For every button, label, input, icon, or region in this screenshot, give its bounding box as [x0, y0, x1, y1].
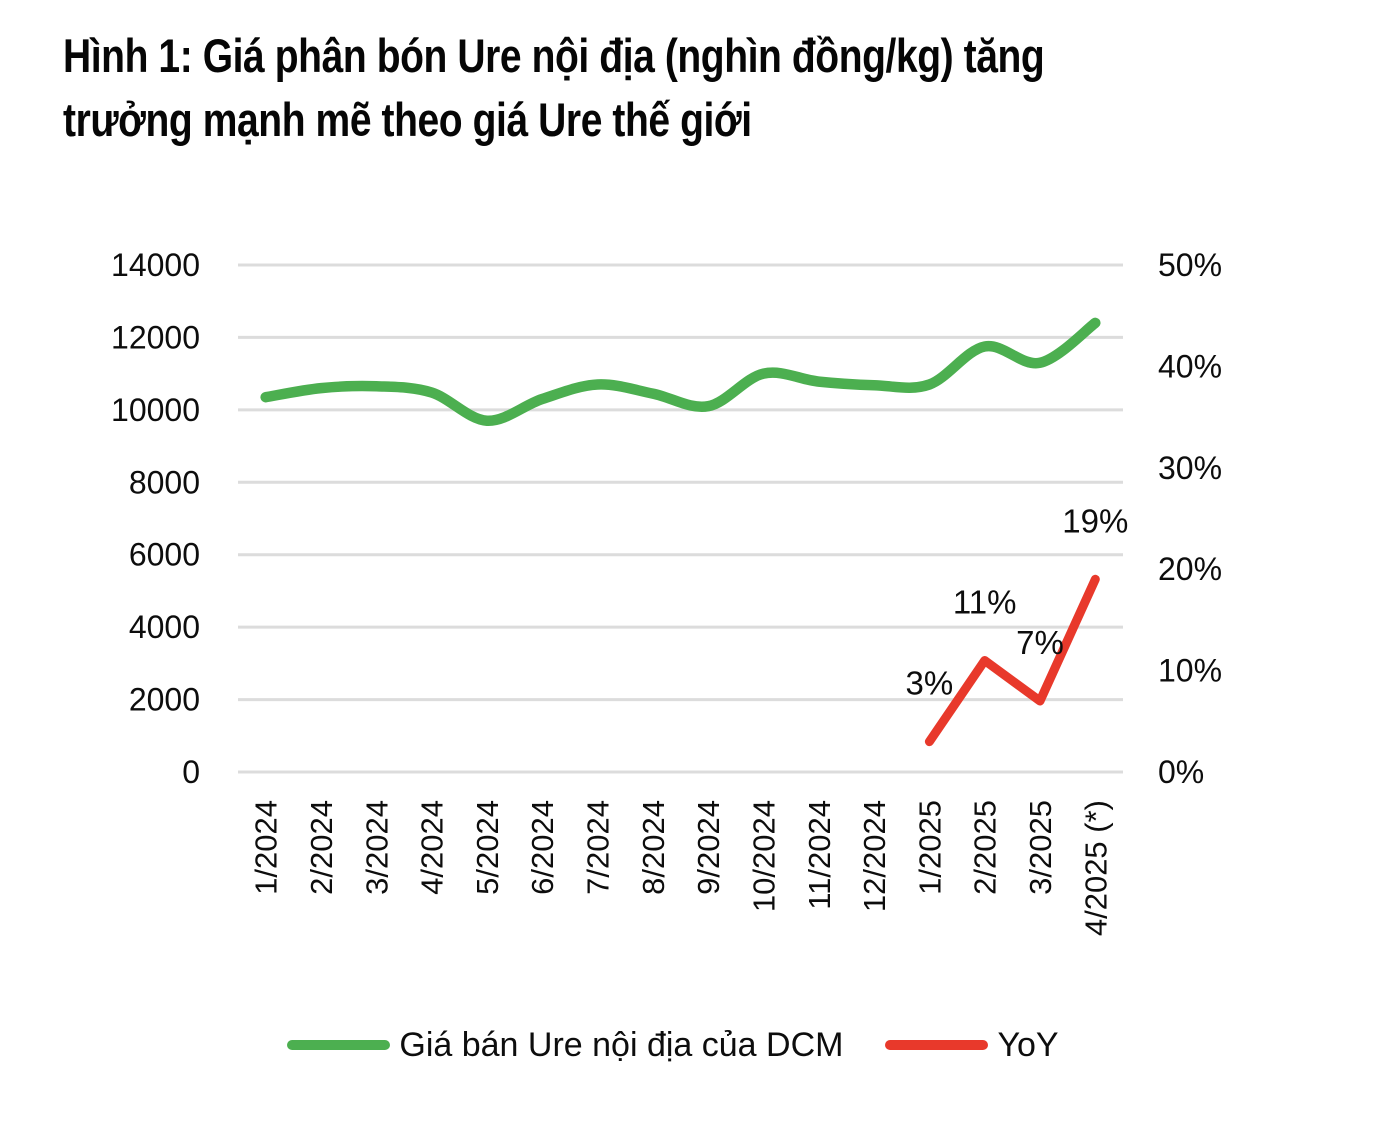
data-label: 7% [1016, 624, 1064, 661]
legend-item-dcm: Giá bán Ure nội địa của DCM [287, 1026, 843, 1065]
legend-swatch-red-line [885, 1040, 989, 1050]
x-axis-tick-label: 2/2024 [304, 800, 339, 895]
x-axis-tick-label: 1/2025 [912, 800, 947, 895]
x-axis-tick-label: 8/2024 [636, 800, 671, 895]
legend-label-yoy: YoY [997, 1025, 1059, 1064]
x-axis-tick-label: 12/2024 [857, 800, 892, 912]
x-axis-tick-label: 3/2025 [1023, 800, 1058, 895]
x-axis-tick-label: 7/2024 [581, 800, 616, 895]
y2-axis-tick-label: 10% [1158, 653, 1222, 689]
x-axis-tick-label: 2/2025 [968, 800, 1003, 895]
y-axis-tick-label: 6000 [129, 537, 200, 573]
legend-label-dcm: Giá bán Ure nội địa của DCM [399, 1025, 844, 1064]
x-axis-tick-label: 6/2024 [525, 800, 560, 895]
x-axis-tick-label: 3/2024 [359, 800, 394, 895]
chart-title: Hình 1: Giá phân bón Ure nội địa (nghìn … [63, 24, 1175, 152]
y2-axis-tick-label: 0% [1158, 754, 1204, 790]
y-axis-tick-label: 12000 [111, 319, 200, 355]
legend-swatch-green-line [287, 1040, 391, 1050]
y-axis-tick-label: 10000 [111, 392, 200, 428]
y-axis-tick-label: 2000 [129, 682, 200, 718]
y-axis-tick-label: 14000 [111, 247, 200, 283]
series-line-dcm [260, 317, 1101, 426]
x-axis-tick-label: 4/2025 (*) [1078, 800, 1113, 936]
series-line-yoy [924, 574, 1100, 747]
chart-title-line1: Hình 1: Giá phân bón Ure nội địa (nghìn … [63, 29, 1045, 82]
y2-axis-tick-label: 20% [1158, 551, 1222, 587]
x-axis-tick-label: 10/2024 [747, 800, 782, 912]
x-axis-tick-label: 11/2024 [802, 800, 837, 910]
chart-plot-area: 0 2000 4000 6000 8000 10000 12000 14000 0% 10% 20%… [111, 247, 1222, 936]
legend: Giá bán Ure nội địa của DCM YoY [0, 1022, 1346, 1068]
x-axis-tick-label: 5/2024 [470, 800, 505, 895]
data-label: 3% [906, 665, 954, 702]
y-axis-tick-label: 8000 [129, 464, 200, 500]
y-axis-tick-label: 0 [182, 754, 200, 790]
legend-item-yoy: YoY [885, 1025, 1059, 1065]
y2-axis-tick-label: 40% [1158, 348, 1222, 384]
y2-axis-tick-label: 30% [1158, 450, 1222, 486]
x-axis-tick-label: 9/2024 [691, 800, 726, 895]
data-label: 11% [953, 584, 1017, 621]
y2-axis-tick-label: 50% [1158, 247, 1222, 283]
chart-title-line2: trưởng mạnh mẽ theo giá Ure thế giới [63, 93, 752, 146]
x-axis-tick-label: 1/2024 [249, 800, 284, 895]
data-label: 19% [1062, 502, 1128, 539]
y-axis-tick-label: 4000 [129, 609, 200, 645]
x-axis-tick-label: 4/2024 [415, 800, 450, 895]
